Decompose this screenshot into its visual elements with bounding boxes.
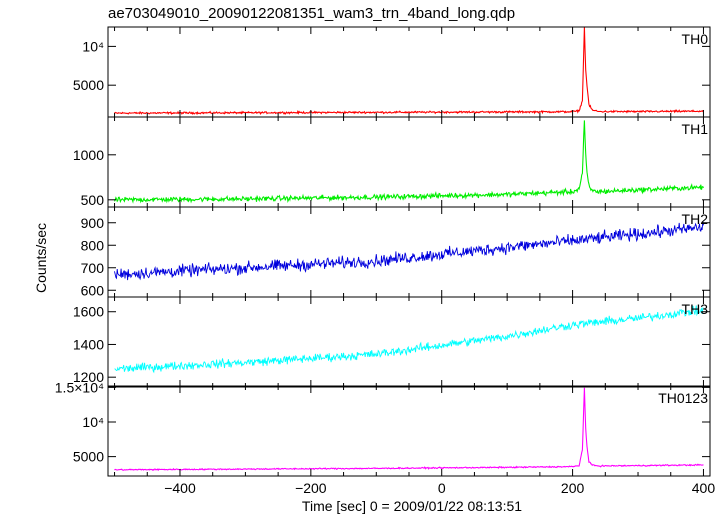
y-tick-label: 600 [81, 282, 105, 298]
panel-th3: TH3 1200 1400 1600 [73, 296, 711, 388]
panel-frame [107, 206, 711, 298]
y-tick-label: 700 [81, 260, 105, 276]
y-tick-label: 900 [81, 215, 105, 231]
panel-th2: TH2 600 700 800 900 [81, 206, 711, 298]
panel-frame [107, 26, 711, 118]
y-tick-label: 800 [81, 237, 105, 253]
panel-label: TH2 [682, 211, 709, 227]
series-line-th2 [114, 221, 704, 281]
panel-label: TH0 [682, 31, 709, 47]
x-tick-label: 200 [561, 480, 585, 496]
y-tick-label: 500 [81, 192, 105, 208]
y-tick-label: 1600 [73, 304, 104, 320]
y-tick-label: 1200 [73, 369, 104, 385]
y-tick-label: 1400 [73, 336, 104, 352]
x-tick-label: 0 [438, 480, 446, 496]
y-tick-label: 5000 [73, 77, 104, 93]
series-line-th0123 [114, 387, 704, 471]
panel-frame [107, 385, 711, 477]
y-tick-label: 5000 [73, 449, 104, 465]
y-tick-label: 10⁴ [82, 38, 104, 54]
series-line-th3 [114, 305, 704, 374]
panel-label: TH0123 [658, 390, 708, 406]
panel-label: TH3 [682, 301, 709, 317]
series-line-th0 [114, 27, 704, 116]
x-tick-label: 400 [692, 480, 716, 496]
y-tick-label: 10⁴ [82, 414, 104, 430]
series-line-th1 [114, 120, 704, 204]
x-tick-label: −400 [164, 480, 196, 496]
panel-th1: TH1 500 1000 [73, 116, 711, 208]
panel-th0: TH0 5000 10⁴ [73, 26, 711, 118]
y-axis-label: Counts/sec [33, 223, 49, 293]
panel-frame [107, 116, 711, 208]
panel-label: TH1 [682, 121, 709, 137]
x-axis-label: Time [sec] 0 = 2009/01/22 08:13:51 [302, 498, 522, 514]
y-tick-label: 1.5×10⁴ [55, 379, 104, 395]
panel-th0123: TH0123 5000 10⁴ 1.5×10⁴ [55, 379, 711, 477]
chart-title: ae703049010_20090122081351_wam3_trn_4ban… [108, 5, 515, 22]
x-tick-label: −200 [295, 480, 327, 496]
y-tick-label: 1000 [73, 147, 104, 163]
panel-frame [107, 296, 711, 388]
panels-group: TH0 5000 10⁴ TH1 500 1000 TH2 600 700 800 900 TH3 12… [55, 26, 716, 496]
